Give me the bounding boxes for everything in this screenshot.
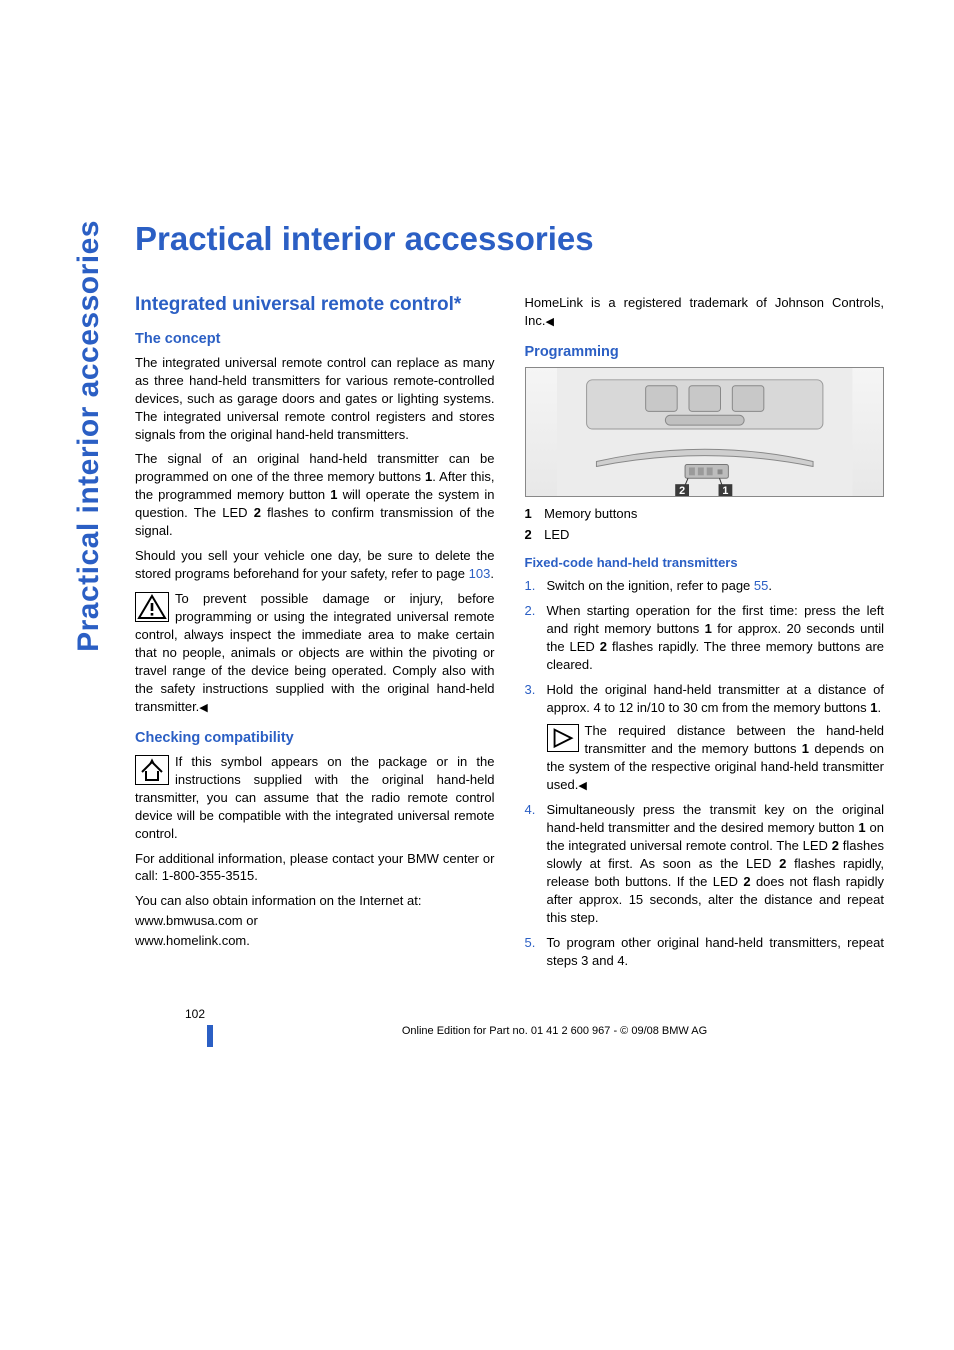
warning-text: To prevent possible damage or injury, be…: [135, 590, 495, 716]
step-item: 2.When starting operation for the first …: [525, 602, 885, 674]
subheading-fixed: Fixed-code hand-held transmitters: [525, 554, 885, 572]
body-text: www.homelink.com.: [135, 932, 495, 950]
warning-icon: [135, 592, 169, 622]
body-text: For additional information, please conta…: [135, 850, 495, 886]
step-item: 4.Simultaneously press the transmit key …: [525, 801, 885, 927]
page-title: Practical interior accessories: [135, 220, 884, 258]
svg-text:1: 1: [722, 485, 728, 496]
body-text: Should you sell your vehicle one day, be…: [135, 547, 495, 583]
step-item: 3.Hold the original hand-held transmitte…: [525, 681, 885, 795]
body-text: You can also obtain information on the I…: [135, 892, 495, 910]
illustration-mirror: 2 1: [525, 367, 885, 497]
body-text: If this symbol appears on the package or…: [135, 753, 495, 843]
right-column: HomeLink is a registered trademark of Jo…: [525, 294, 885, 977]
note-icon: [547, 724, 579, 752]
footer-text: Online Edition for Part no. 01 41 2 600 …: [135, 1007, 884, 1037]
footer-accent-bar: [207, 1025, 213, 1047]
house-icon: [135, 755, 169, 785]
page-footer: 102 Online Edition for Part no. 01 41 2 …: [135, 1007, 884, 1037]
subheading-concept: The concept: [135, 329, 495, 349]
body-text: The signal of an original hand-held tran…: [135, 450, 495, 540]
legend-row: 2 LED: [525, 526, 885, 544]
subheading-programming: Programming: [525, 342, 885, 362]
page-ref-link[interactable]: 103: [469, 566, 491, 581]
body-text: The integrated universal remote control …: [135, 354, 495, 444]
side-tab: Practical interior accessories: [72, 220, 106, 652]
subheading-compat: Checking compatibility: [135, 728, 495, 748]
left-column: Integrated universal remote control* The…: [135, 294, 495, 977]
section-heading: Integrated universal remote control*: [135, 294, 495, 317]
legend-row: 1 Memory buttons: [525, 505, 885, 523]
figure-legend: 1 Memory buttons 2 LED: [525, 505, 885, 544]
step-item: 1.Switch on the ignition, refer to page …: [525, 577, 885, 595]
page-number: 102: [185, 1007, 205, 1021]
page-ref-link[interactable]: 55: [754, 578, 768, 593]
step-item: 5.To program other original hand-held tr…: [525, 934, 885, 970]
svg-text:2: 2: [679, 485, 685, 496]
body-text: HomeLink is a registered trademark of Jo…: [525, 294, 885, 330]
body-text: www.bmwusa.com or: [135, 912, 495, 930]
steps-list: 1.Switch on the ignition, refer to page …: [525, 577, 885, 970]
